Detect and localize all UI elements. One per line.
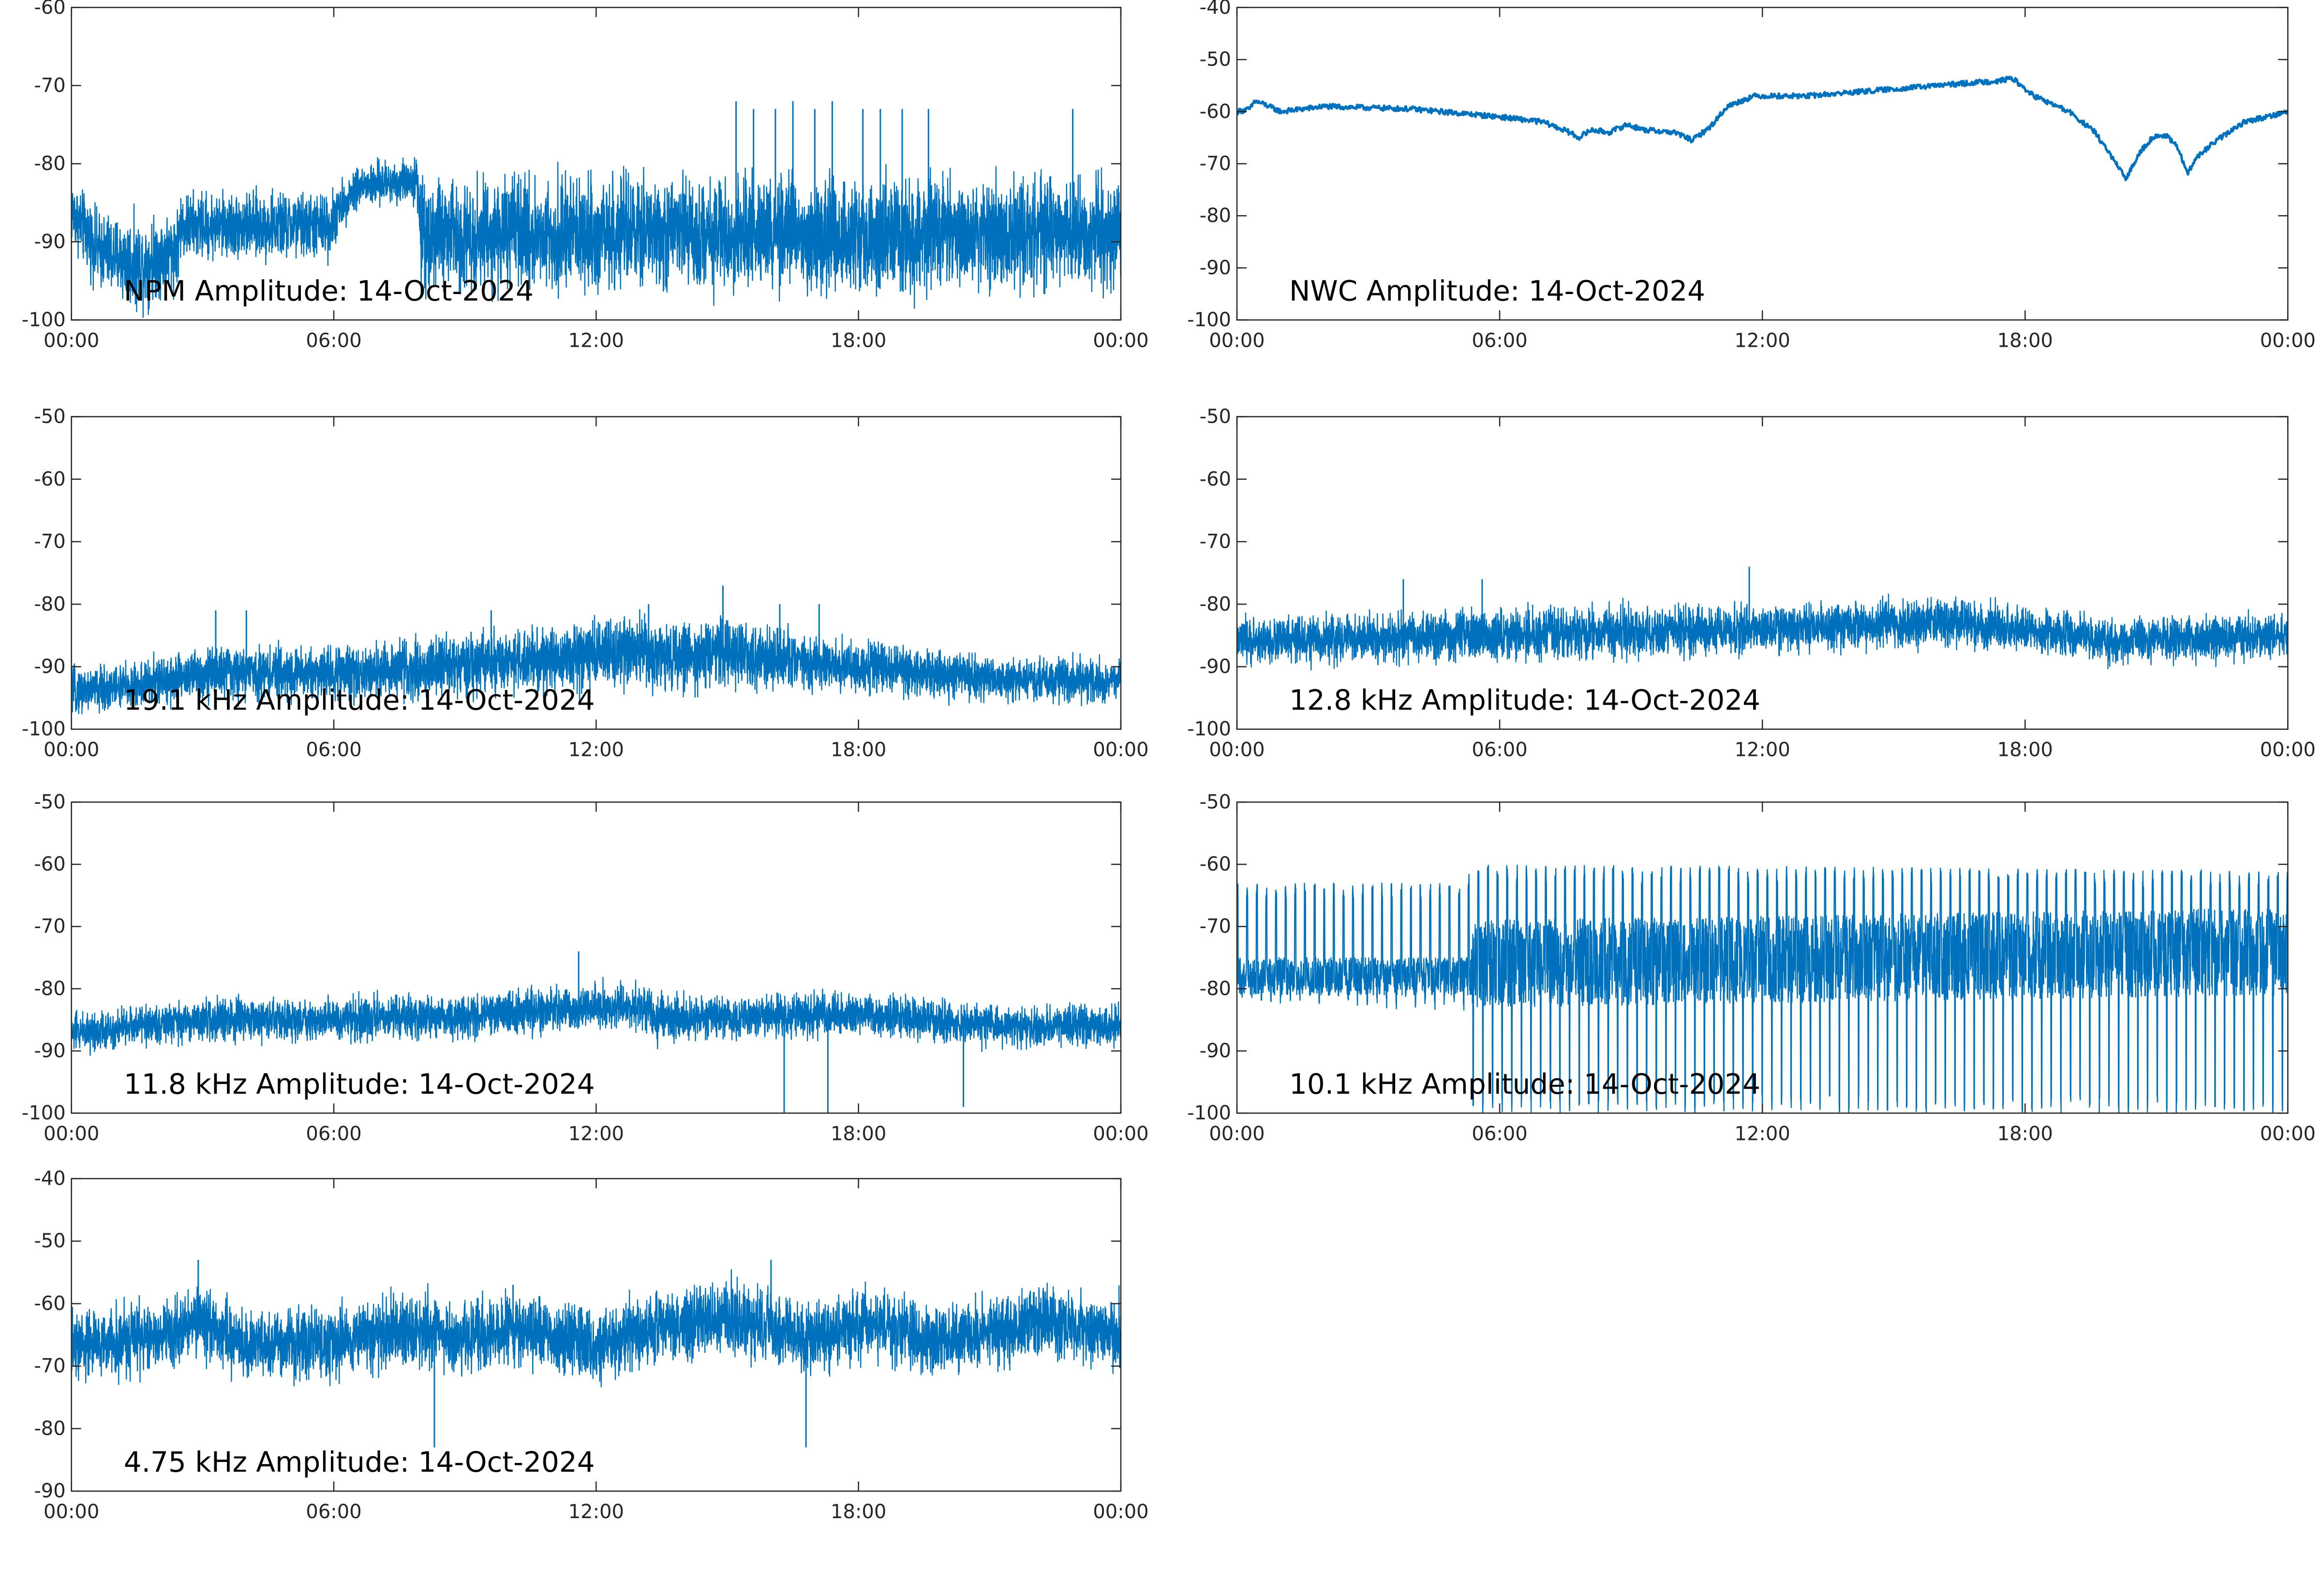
x-tick-label: 00:00 [2260,739,2316,761]
y-tick-label: -50 [1200,406,1231,428]
y-tick-label: -80 [34,1418,65,1440]
y-tick-label: -90 [1200,257,1231,279]
x-tick-label: 00:00 [1093,330,1148,352]
y-tick-label: -100 [22,309,66,331]
y-tick-label: -90 [34,1040,65,1062]
x-tick-label: 12:00 [568,1123,624,1145]
y-tick-label: -90 [34,655,65,678]
y-tick-label: -70 [1200,152,1231,175]
x-tick-label: 00:00 [1209,1123,1265,1145]
y-tick-label: -50 [1200,791,1231,813]
panel-title: 4.75 kHz Amplitude: 14-Oct-2024 [124,1446,595,1478]
series-line [71,157,1121,318]
y-tick-label: -80 [34,977,65,1000]
x-tick-label: 00:00 [44,330,99,352]
x-tick-label: 06:00 [306,330,361,352]
x-tick-label: 00:00 [1209,330,1265,352]
y-tick-label: -60 [1200,468,1231,490]
x-tick-label: 06:00 [1472,739,1527,761]
series-line [1236,593,2288,671]
y-tick-label: -70 [1200,916,1231,938]
y-tick-label: -60 [34,468,65,490]
y-tick-label: -40 [1200,0,1231,18]
series-line [71,976,1121,1056]
x-tick-label: 06:00 [1472,330,1527,352]
y-tick-label: -100 [1187,1102,1231,1124]
x-tick-label: 18:00 [1997,739,2053,761]
x-tick-label: 18:00 [1997,330,2053,352]
x-tick-label: 06:00 [306,1123,361,1145]
x-tick-label: 00:00 [2260,330,2316,352]
x-tick-label: 12:00 [568,330,624,352]
panel-title: NWC Amplitude: 14-Oct-2024 [1289,275,1705,308]
y-tick-label: -80 [34,593,65,615]
x-tick-label: 18:00 [831,739,886,761]
series-line [71,609,1121,714]
x-tick-label: 18:00 [831,330,886,352]
x-tick-label: 12:00 [568,739,624,761]
y-tick-label: -50 [1200,48,1231,71]
x-tick-label: 18:00 [831,1501,886,1523]
y-tick-label: -60 [34,0,65,18]
y-tick-label: -100 [1187,309,1231,331]
x-tick-label: 00:00 [1093,739,1148,761]
y-tick-label: -90 [34,1480,65,1502]
series-line [71,1269,1121,1388]
y-tick-label: -100 [1187,718,1231,740]
y-tick-label: -80 [1200,205,1231,227]
x-tick-label: 12:00 [568,1501,624,1523]
x-tick-label: 00:00 [2260,1123,2316,1145]
y-tick-label: -60 [1200,101,1231,123]
y-tick-label: -80 [1200,593,1231,615]
x-tick-label: 06:00 [1472,1123,1527,1145]
y-tick-label: -70 [34,531,65,553]
x-tick-label: 00:00 [1093,1123,1148,1145]
y-tick-label: -100 [22,718,66,740]
y-tick-label: -80 [1200,977,1231,1000]
y-tick-label: -50 [34,406,65,428]
y-tick-label: -50 [34,1230,65,1252]
y-tick-label: -70 [34,74,65,97]
panel-title: 12.8 kHz Amplitude: 14-Oct-2024 [1289,684,1760,717]
x-tick-label: 00:00 [44,1123,99,1145]
x-tick-label: 00:00 [44,739,99,761]
y-tick-label: -70 [1200,531,1231,553]
y-tick-label: -90 [1200,655,1231,678]
y-tick-label: -90 [34,231,65,253]
y-tick-label: -60 [34,1292,65,1315]
panel-title: 19.1 kHz Amplitude: 14-Oct-2024 [124,684,595,717]
x-tick-label: 00:00 [1209,739,1265,761]
x-tick-label: 18:00 [1997,1123,2053,1145]
panel-title: NPM Amplitude: 14-Oct-2024 [124,275,534,308]
x-tick-label: 12:00 [1735,1123,1790,1145]
x-tick-label: 06:00 [306,739,361,761]
x-tick-label: 18:00 [831,1123,886,1145]
x-tick-label: 00:00 [44,1501,99,1523]
y-tick-label: -60 [1200,853,1231,875]
y-tick-label: -40 [34,1167,65,1190]
x-tick-label: 12:00 [1735,330,1790,352]
y-tick-label: -100 [22,1102,66,1124]
x-tick-label: 12:00 [1735,739,1790,761]
y-tick-label: -90 [1200,1040,1231,1062]
x-tick-label: 00:00 [1093,1501,1148,1523]
y-tick-label: -70 [34,916,65,938]
panel-title: 10.1 kHz Amplitude: 14-Oct-2024 [1289,1068,1760,1101]
y-tick-label: -50 [34,791,65,813]
y-tick-label: -80 [34,152,65,175]
y-tick-label: -70 [34,1355,65,1377]
panel-title: 11.8 kHz Amplitude: 14-Oct-2024 [124,1068,595,1101]
series-line [1236,75,2288,181]
x-tick-label: 06:00 [306,1501,361,1523]
y-tick-label: -60 [34,853,65,875]
